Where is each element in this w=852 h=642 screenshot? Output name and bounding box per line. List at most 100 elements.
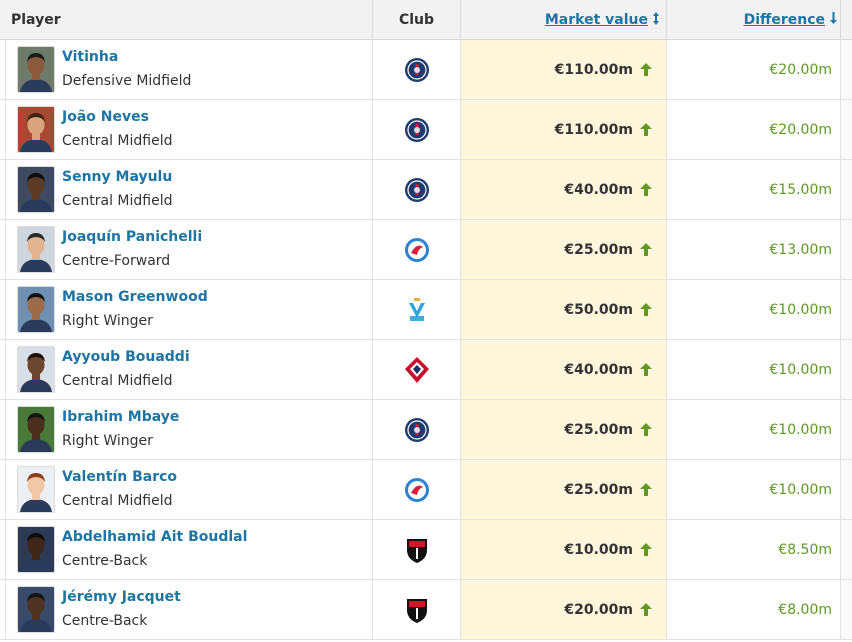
difference-cell: €8.50m	[667, 520, 841, 579]
psg-crest-icon[interactable]	[404, 176, 430, 204]
sort-market-value-link[interactable]: Market value	[544, 11, 648, 28]
player-cell: Jérémy Jacquet Centre-Back	[5, 580, 373, 639]
club-cell	[373, 580, 461, 639]
sort-down-arrow-icon[interactable]	[829, 12, 838, 27]
player-cell: Mason Greenwood Right Winger	[5, 280, 373, 339]
rennes-crest-icon[interactable]	[404, 596, 430, 624]
difference-value: €10.00m	[769, 481, 832, 498]
market-value: €25.00m	[564, 421, 633, 438]
player-cell: Senny Mayulu Central Midfield	[5, 160, 373, 219]
psg-crest-icon[interactable]	[404, 56, 430, 84]
table-row: Abdelhamid Ait Boudlal Centre-Back €10.00m…	[0, 520, 852, 580]
player-photo[interactable]	[17, 226, 55, 273]
difference-cell: €10.00m	[667, 340, 841, 399]
player-position: Central Midfield	[62, 133, 173, 149]
player-cell: Abdelhamid Ait Boudlal Centre-Back	[5, 520, 373, 579]
market-value-cell: €20.00m	[461, 580, 667, 639]
player-cell: Ayyoub Bouaddi Central Midfield	[5, 340, 373, 399]
player-photo[interactable]	[17, 526, 55, 573]
player-photo[interactable]	[17, 586, 55, 633]
club-cell	[373, 100, 461, 159]
player-name-link[interactable]: Ibrahim Mbaye	[62, 409, 180, 425]
market-value: €110.00m	[554, 121, 633, 138]
player-photo[interactable]	[17, 46, 55, 93]
player-name-link[interactable]: Ayyoub Bouaddi	[62, 349, 190, 365]
club-cell	[373, 220, 461, 279]
column-header-club-label: Club	[398, 11, 435, 28]
player-position: Central Midfield	[62, 493, 173, 509]
row-edge	[841, 460, 852, 519]
market-value-cell: €110.00m	[461, 40, 667, 99]
table-row: Joaquín Panichelli Centre-Forward €25.00m €…	[0, 220, 852, 280]
player-photo[interactable]	[17, 106, 55, 153]
market-value: €40.00m	[564, 361, 633, 378]
club-cell	[373, 280, 461, 339]
difference-cell: €15.00m	[667, 160, 841, 219]
row-edge	[841, 220, 852, 279]
club-cell	[373, 340, 461, 399]
market-value: €40.00m	[564, 181, 633, 198]
table-row: Senny Mayulu Central Midfield €40.00m €15.0…	[0, 160, 852, 220]
club-cell	[373, 40, 461, 99]
player-cell: Valentín Barco Central Midfield	[5, 460, 373, 519]
player-position: Central Midfield	[62, 193, 173, 209]
market-value-cell: €40.00m	[461, 160, 667, 219]
rennes-crest-icon[interactable]	[404, 536, 430, 564]
player-position: Central Midfield	[62, 373, 173, 389]
row-edge	[841, 160, 852, 219]
market-value-cell: €110.00m	[461, 100, 667, 159]
market-value: €20.00m	[564, 601, 633, 618]
table-row: Valentín Barco Central Midfield €25.00m €10…	[0, 460, 852, 520]
player-cell: Vitinha Defensive Midfield	[5, 40, 373, 99]
difference-cell: €20.00m	[667, 100, 841, 159]
player-name-link[interactable]: Senny Mayulu	[62, 169, 173, 185]
psg-crest-icon[interactable]	[404, 416, 430, 444]
player-photo[interactable]	[17, 166, 55, 213]
difference-value: €8.00m	[778, 601, 832, 618]
player-name-link[interactable]: Joaquín Panichelli	[62, 229, 203, 245]
player-name-link[interactable]: Mason Greenwood	[62, 289, 208, 305]
player-cell: Joaquín Panichelli Centre-Forward	[5, 220, 373, 279]
player-name-link[interactable]: Jérémy Jacquet	[62, 589, 181, 605]
player-name-link[interactable]: Abdelhamid Ait Boudlal	[62, 529, 248, 545]
player-position: Centre-Back	[62, 553, 148, 569]
arrow-up-icon	[640, 183, 652, 196]
difference-value: €10.00m	[769, 301, 832, 318]
market-value: €110.00m	[554, 61, 633, 78]
player-photo[interactable]	[17, 466, 55, 513]
table-row: Ayyoub Bouaddi Central Midfield €40.00m €10…	[0, 340, 852, 400]
market-value-cell: €40.00m	[461, 340, 667, 399]
strasbourg-crest-icon[interactable]	[404, 476, 430, 504]
player-photo[interactable]	[17, 286, 55, 333]
difference-value: €15.00m	[769, 181, 832, 198]
arrow-up-icon	[640, 543, 652, 556]
player-name-link[interactable]: Vitinha	[62, 49, 119, 65]
market-value-cell: €25.00m	[461, 220, 667, 279]
strasbourg-crest-icon[interactable]	[404, 236, 430, 264]
sort-difference-link[interactable]: Difference	[743, 11, 825, 28]
market-value-cell: €50.00m	[461, 280, 667, 339]
marseille-crest-icon[interactable]	[404, 296, 430, 324]
market-value: €10.00m	[564, 541, 633, 558]
row-edge	[841, 280, 852, 339]
sort-both-icon[interactable]	[652, 11, 660, 28]
arrow-up-icon	[640, 483, 652, 496]
arrow-up-icon	[640, 303, 652, 316]
player-photo[interactable]	[17, 406, 55, 453]
club-cell	[373, 460, 461, 519]
psg-crest-icon[interactable]	[404, 116, 430, 144]
player-name-link[interactable]: Valentín Barco	[62, 469, 178, 485]
player-position: Defensive Midfield	[62, 73, 192, 89]
column-header-market-value[interactable]: Market value	[461, 0, 667, 39]
player-position: Right Winger	[62, 433, 153, 449]
player-photo[interactable]	[17, 346, 55, 393]
player-name-link[interactable]: João Neves	[62, 109, 149, 125]
arrow-up-icon	[640, 123, 652, 136]
difference-value: €13.00m	[769, 241, 832, 258]
market-value: €25.00m	[564, 481, 633, 498]
column-header-player-label: Player	[11, 11, 61, 28]
lille-crest-icon[interactable]	[404, 356, 430, 384]
player-cell: João Neves Central Midfield	[5, 100, 373, 159]
column-header-difference[interactable]: Difference	[667, 0, 841, 39]
